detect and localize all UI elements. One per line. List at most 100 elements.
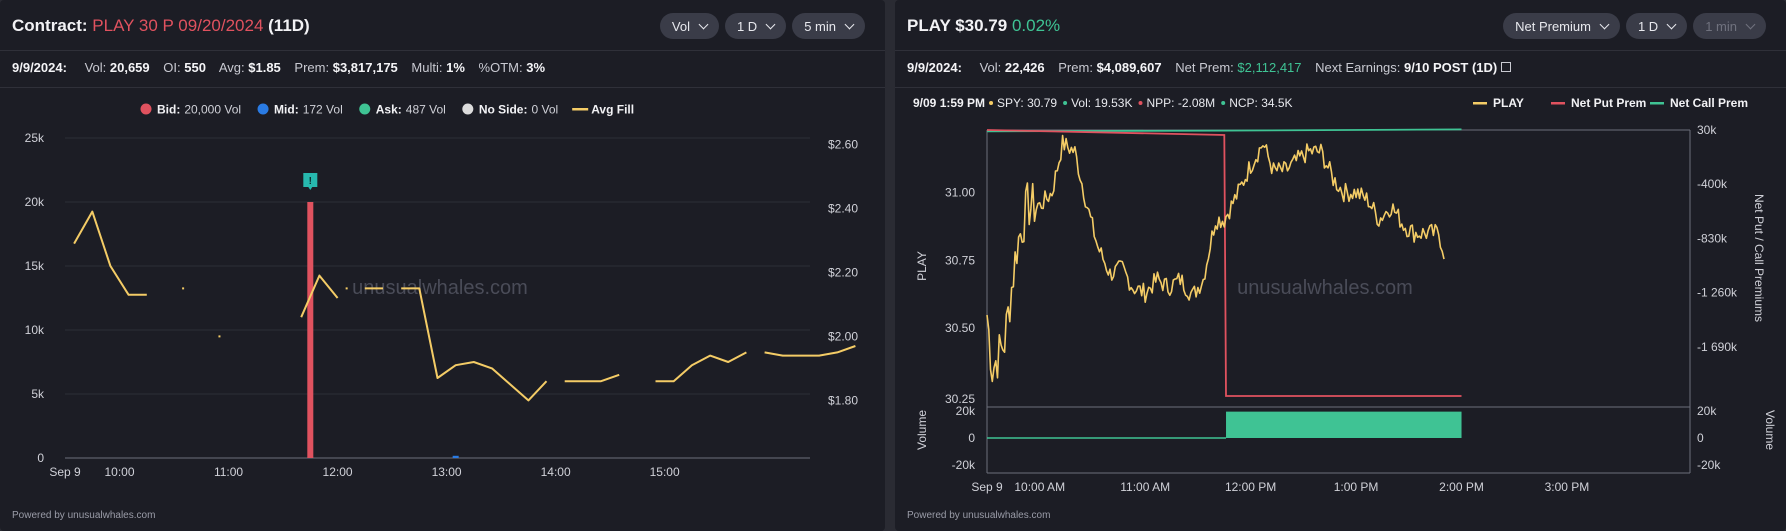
y-tick-label: 20k bbox=[25, 195, 45, 209]
x-tick-label: 1:00 PM bbox=[1334, 480, 1379, 494]
hover-npp: NPP: -2.08M bbox=[1146, 96, 1215, 110]
interval-dropdown-label: 1 min bbox=[1705, 18, 1737, 34]
volume-dropdown-label: Vol bbox=[671, 18, 690, 34]
otm-value: 3% bbox=[526, 60, 546, 75]
x-tick-label: 15:00 bbox=[650, 465, 680, 479]
legend-value: 487 Vol bbox=[406, 103, 446, 117]
volume-tick-label: 0 bbox=[968, 431, 975, 445]
y-tick-label: 30.25 bbox=[945, 392, 975, 406]
prem-label: Prem: bbox=[1058, 60, 1093, 75]
alert-flag-glyph: ! bbox=[309, 176, 312, 187]
legend-value: 20,000 Vol bbox=[184, 103, 241, 117]
hover-dot bbox=[989, 101, 994, 105]
x-tick-label: 13:00 bbox=[432, 465, 462, 479]
contract-title: Contract: PLAY 30 P 09/20/2024 (11D) bbox=[12, 16, 310, 36]
earnings-label: Next Earnings: bbox=[1315, 60, 1401, 75]
multi-value: 1% bbox=[446, 60, 465, 75]
interval-dropdown[interactable]: 1 min bbox=[1693, 13, 1766, 39]
net-put-prem-line bbox=[986, 129, 1462, 397]
volume-tick-label: 20k bbox=[956, 404, 976, 418]
watermark: unusualwhales.com bbox=[1237, 277, 1413, 299]
y-tick-label: 5k bbox=[31, 387, 45, 401]
x-tick-label: 2:00 PM bbox=[1439, 480, 1484, 494]
oi-label: OI: bbox=[163, 60, 181, 75]
x-tick-label: 11:00 AM bbox=[1120, 480, 1170, 494]
external-link-icon[interactable] bbox=[1501, 62, 1512, 72]
legend-swatch bbox=[140, 103, 152, 115]
x-tick-label: 3:00 PM bbox=[1545, 480, 1590, 494]
vol-label: Vol: bbox=[84, 60, 107, 75]
x-tick-label: 10:00 AM bbox=[1014, 480, 1065, 494]
contract-label: Contract: bbox=[12, 16, 88, 35]
contract-chart-panel: Contract: PLAY 30 P 09/20/2024 (11D) Vol… bbox=[0, 0, 885, 531]
ticker-header: PLAY $30.79 0.02% Net Premium 1 D 1 min bbox=[895, 0, 1786, 51]
contract-stats: 9/9/2024: Vol: 20,659 OI: 550 Avg: $1.85… bbox=[12, 60, 555, 75]
ticker-chart-panel: PLAY $30.79 0.02% Net Premium 1 D 1 min … bbox=[895, 0, 1786, 531]
legend-swatch bbox=[1650, 102, 1664, 105]
play-price-line bbox=[986, 134, 1445, 383]
volume-tick-label: -20k bbox=[952, 458, 976, 472]
y2-tick-label: $2.60 bbox=[828, 137, 858, 151]
ticker-title: PLAY $30.79 0.02% bbox=[907, 16, 1060, 36]
ticker-stats: 9/9/2024: Vol: 22,426 Prem: $4,089,607 N… bbox=[907, 60, 1521, 75]
earnings-value: 9/10 POST (1D) bbox=[1404, 60, 1498, 75]
x-tick-label: Sep 9 bbox=[49, 465, 81, 479]
prem-value: $4,089,607 bbox=[1096, 60, 1162, 75]
vol-value: 20,659 bbox=[109, 60, 150, 75]
avg-fill-line bbox=[300, 274, 339, 318]
x-tick-label: 11:00 bbox=[214, 465, 243, 479]
metric-dropdown[interactable]: Net Premium bbox=[1503, 13, 1620, 39]
volume-axis-title: Volume bbox=[915, 410, 929, 450]
hover-dot bbox=[1221, 101, 1226, 105]
y2-tick-label: $1.80 bbox=[828, 393, 858, 407]
legend-swatch bbox=[1551, 102, 1565, 105]
contract-symbol: PLAY 30 P 09/20/2024 bbox=[92, 16, 264, 35]
volume-axis-title: Volume bbox=[1763, 410, 1777, 450]
ticker-price: $30.79 bbox=[955, 16, 1008, 35]
legend-label: Avg Fill bbox=[591, 103, 634, 117]
avg-fill-line bbox=[655, 351, 747, 383]
volume-dropdown[interactable]: Vol bbox=[659, 13, 719, 39]
ticker-symbol: PLAY bbox=[907, 16, 951, 35]
interval-dropdown-label: 5 min bbox=[804, 18, 836, 34]
range-dropdown[interactable]: 1 D bbox=[724, 13, 787, 39]
prem-label: Prem: bbox=[294, 60, 330, 75]
legend-label: Net Put Prem bbox=[1571, 96, 1646, 110]
vol-value: 22,426 bbox=[1004, 60, 1045, 75]
stats-date: 9/9/2024: bbox=[907, 60, 962, 75]
ticker-change: 0.02% bbox=[1011, 16, 1061, 35]
y2-tick-label: 30k bbox=[1697, 123, 1717, 137]
hover-time: 9/09 1:59 PM bbox=[913, 96, 985, 110]
legend-value: 0 Vol bbox=[531, 103, 558, 117]
watermark: unusualwhales.com bbox=[352, 277, 528, 299]
interval-dropdown[interactable]: 5 min bbox=[792, 13, 865, 39]
legend-value: 172 Vol bbox=[303, 103, 343, 117]
hover-vol: Vol: 19.53K bbox=[1071, 96, 1132, 110]
footer-credit: Powered by unusualwhales.com bbox=[12, 510, 156, 521]
y2-tick-label: $2.20 bbox=[828, 265, 858, 279]
y-tick-label: 30.75 bbox=[945, 253, 975, 267]
oi-value: 550 bbox=[184, 60, 206, 75]
net-prem-value: $2,112,417 bbox=[1237, 60, 1302, 75]
legend-label: Bid: bbox=[157, 103, 180, 117]
y2-tick-label: $2.00 bbox=[828, 329, 858, 343]
legend-label: Net Call Prem bbox=[1670, 96, 1748, 110]
avg-fill-line bbox=[764, 345, 856, 357]
multi-label: Multi: bbox=[411, 60, 443, 75]
x-tick-label: 12:00 PM bbox=[1225, 480, 1276, 494]
legend-label: No Side: bbox=[479, 103, 528, 117]
x-tick-label: 14:00 bbox=[541, 465, 571, 479]
avg-value: $1.85 bbox=[248, 60, 281, 75]
y2-tick-label: -830k bbox=[1697, 231, 1728, 245]
x-tick-label: 12:00 bbox=[323, 465, 353, 479]
avg-fill-line bbox=[564, 373, 620, 383]
y-axis-title: PLAY bbox=[915, 251, 929, 281]
y-tick-label: 15k bbox=[25, 259, 45, 273]
y2-tick-label: $2.40 bbox=[828, 201, 858, 215]
volume-tick-label: 20k bbox=[1697, 404, 1717, 418]
avg-fill-line bbox=[401, 287, 548, 402]
range-dropdown[interactable]: 1 D bbox=[1625, 13, 1688, 39]
volume-tick-label: -20k bbox=[1697, 458, 1721, 472]
y2-axis-title: Net Put / Call Premiums bbox=[1752, 194, 1766, 322]
prem-value: $3,817,175 bbox=[332, 60, 398, 75]
